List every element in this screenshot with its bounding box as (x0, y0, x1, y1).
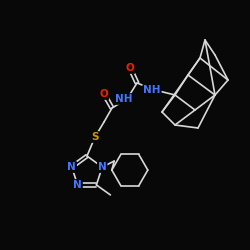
Text: S: S (91, 132, 99, 142)
Text: N: N (98, 162, 106, 172)
Text: NH: NH (143, 85, 161, 95)
Text: O: O (100, 89, 108, 99)
Text: O: O (126, 63, 134, 73)
Text: N: N (68, 162, 76, 172)
Text: N: N (73, 180, 82, 190)
Text: NH: NH (115, 94, 133, 104)
